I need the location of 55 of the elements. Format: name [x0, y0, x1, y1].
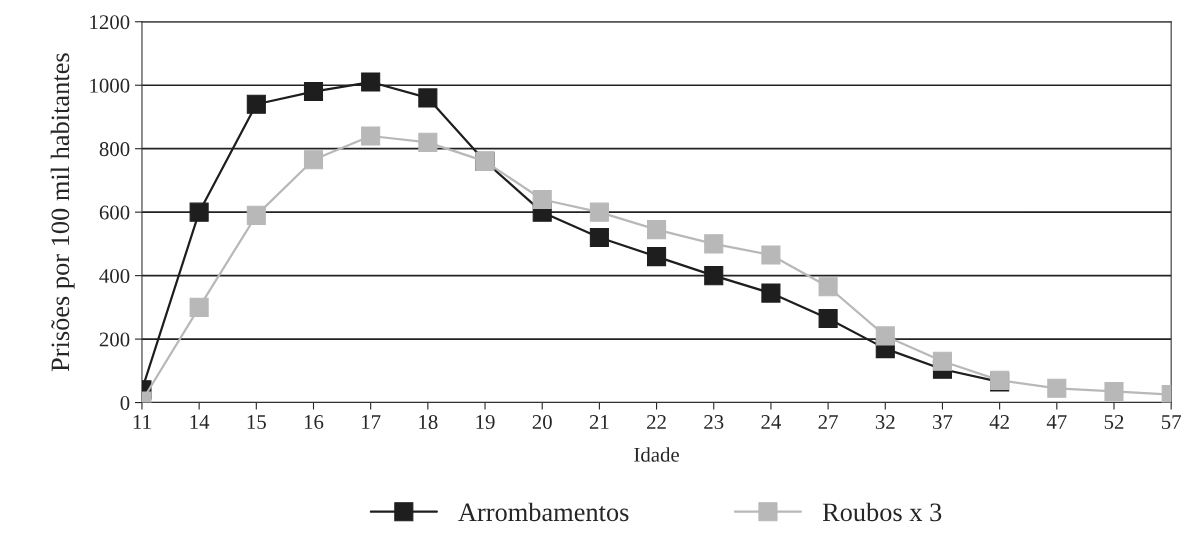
point — [647, 220, 667, 240]
point — [418, 132, 438, 152]
point — [589, 228, 609, 248]
x-tick-label: 21 — [589, 415, 609, 429]
point — [875, 326, 895, 346]
point — [418, 88, 438, 108]
x-tick-label: 37 — [933, 415, 953, 430]
x-tick-label: 22 — [647, 415, 666, 429]
point — [303, 150, 324, 170]
y-tick-label: 400 — [99, 269, 130, 284]
x-tick-label: 16 — [304, 415, 324, 430]
x-tick-label: 23 — [704, 415, 724, 430]
legend-label: Arrombamentos — [458, 502, 629, 522]
x-tick-label: 19 — [476, 415, 495, 430]
x-tick-label: 15 — [247, 415, 266, 430]
point — [189, 202, 209, 222]
point — [246, 94, 266, 114]
y-tick-label: 600 — [99, 205, 130, 220]
x-tick-label: 14 — [190, 415, 210, 429]
x-tick-label: 24 — [761, 415, 782, 429]
point — [589, 202, 609, 222]
point — [532, 189, 552, 210]
x-tick-label: 32 — [875, 415, 895, 430]
point — [246, 205, 266, 225]
x-tick-label: 52 — [1104, 415, 1124, 430]
point — [189, 297, 209, 317]
point — [761, 283, 781, 303]
y-tick-label: 0 — [120, 395, 130, 410]
legend-label: Roubos x 3 — [822, 502, 942, 522]
point — [647, 247, 667, 267]
point — [932, 351, 952, 371]
point — [361, 126, 381, 146]
x-tick-label: 17 — [362, 415, 381, 429]
point — [818, 277, 838, 297]
x-tick-label: 11 — [133, 415, 151, 429]
point — [1104, 381, 1124, 401]
point — [818, 308, 838, 329]
point — [704, 234, 724, 254]
point — [303, 82, 324, 102]
point — [361, 72, 381, 92]
x-tick-label: 18 — [419, 414, 438, 430]
y-tick-label: 1200 — [90, 15, 130, 30]
x-tick-label: 57 — [1161, 415, 1181, 430]
point — [761, 245, 781, 265]
x-tick-label: 47 — [1046, 415, 1067, 429]
x-axis-title: Idade — [634, 447, 679, 462]
point — [704, 266, 724, 286]
x-tick-label: 20 — [532, 414, 552, 430]
y-axis-title: Prisões por 100 mil habitantes — [50, 53, 75, 372]
x-tick-label: 42 — [989, 415, 1009, 429]
y-tick-label: 1000 — [90, 78, 130, 93]
y-tick-label: 800 — [99, 142, 130, 157]
x-tick-label: 27 — [818, 415, 838, 429]
y-tick-label: 200 — [99, 332, 130, 347]
point — [1047, 378, 1067, 398]
